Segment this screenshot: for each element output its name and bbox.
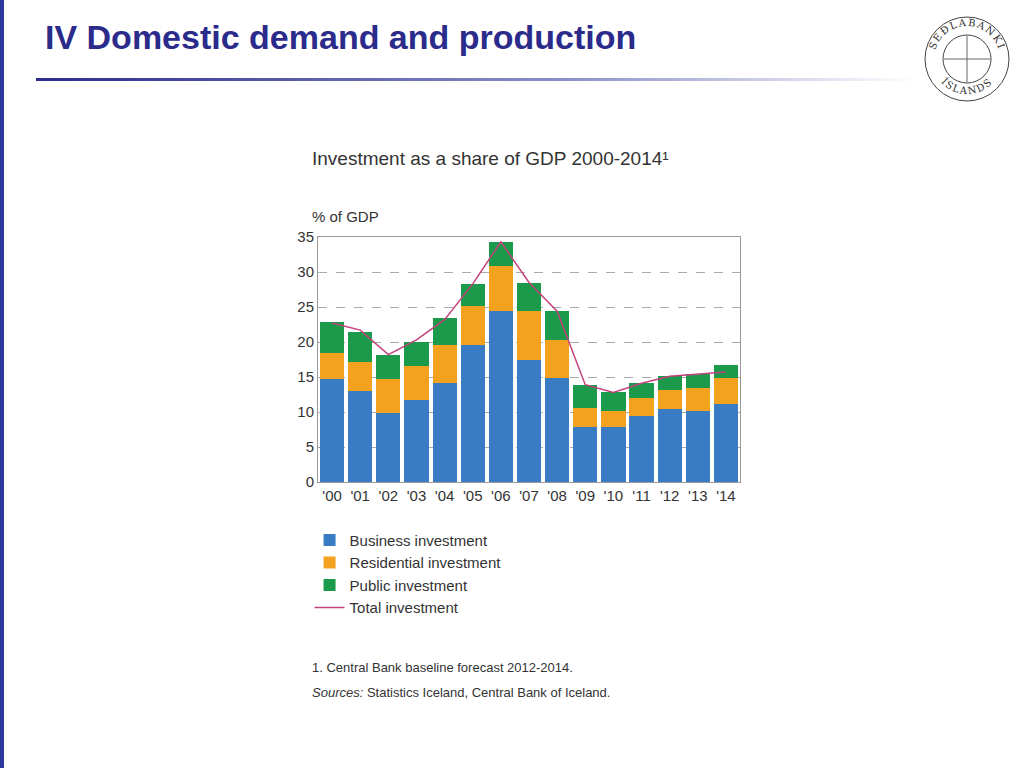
svg-text:'06: '06 [491, 487, 511, 504]
svg-text:15: 15 [297, 368, 314, 385]
svg-text:'02: '02 [379, 487, 399, 504]
svg-text:'08: '08 [547, 487, 567, 504]
svg-text:10: 10 [297, 403, 314, 420]
svg-text:Investment as a share of GDP 2: Investment as a share of GDP 2000-2014¹ [312, 148, 669, 169]
svg-text:Business investment: Business investment [350, 532, 488, 549]
svg-text:30: 30 [297, 263, 314, 280]
svg-text:'12: '12 [660, 487, 680, 504]
svg-text:'13: '13 [688, 487, 708, 504]
svg-text:5: 5 [306, 438, 314, 455]
svg-text:'03: '03 [407, 487, 427, 504]
svg-text:Sources: Statistics Iceland, C: Sources: Statistics Iceland, Central Ban… [312, 685, 610, 700]
svg-text:'10: '10 [604, 487, 624, 504]
svg-text:SEÐLABANKI: SEÐLABANKI [927, 17, 1008, 51]
svg-text:35: 35 [297, 228, 314, 245]
svg-text:25: 25 [297, 298, 314, 315]
svg-text:'09: '09 [575, 487, 595, 504]
svg-text:'04: '04 [435, 487, 455, 504]
svg-text:'05: '05 [463, 487, 483, 504]
svg-text:ÍSLANDS: ÍSLANDS [939, 76, 994, 97]
svg-text:% of GDP: % of GDP [312, 208, 379, 225]
svg-text:'11: '11 [632, 487, 650, 504]
svg-text:Total investment: Total investment [350, 599, 459, 616]
svg-text:Public investment: Public investment [350, 577, 468, 594]
svg-text:'00: '00 [322, 487, 342, 504]
svg-text:1. Central Bank baseline forec: 1. Central Bank baseline forecast 2012-2… [312, 660, 573, 675]
svg-text:Residential investment: Residential investment [350, 554, 502, 571]
svg-text:'01: '01 [350, 487, 370, 504]
svg-text:'07: '07 [519, 487, 539, 504]
html-text:IV Domestic demand and product: IV Domestic demand and production [45, 18, 637, 56]
svg-text:20: 20 [297, 333, 314, 350]
svg-text:0: 0 [306, 473, 314, 490]
svg-text:'14: '14 [716, 487, 736, 504]
